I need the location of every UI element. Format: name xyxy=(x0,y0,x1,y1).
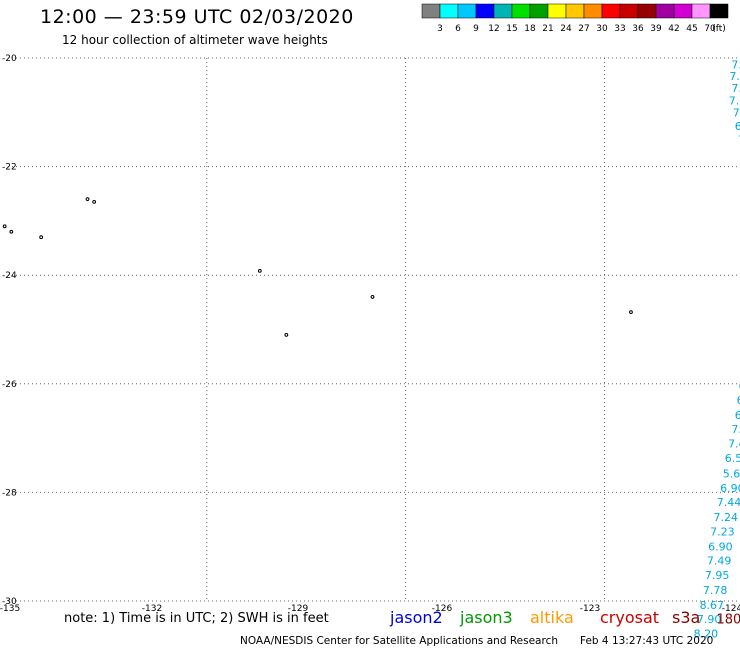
island-marker xyxy=(92,199,97,204)
wave-height-label: 7.22 xyxy=(731,59,740,72)
colorbar-label: 15 xyxy=(506,24,517,34)
colorbar-label: 9 xyxy=(473,24,479,34)
wave-height-label: 5.66 xyxy=(723,467,740,480)
colorbar-label: 36 xyxy=(632,24,644,34)
wave-height-label: 7.24 xyxy=(713,511,738,524)
colorbar-swatch xyxy=(709,3,729,19)
x-tick-label: -126 xyxy=(432,604,453,614)
satellite-name-cryosat: cryosat xyxy=(600,608,660,627)
chart-title: 12:00 — 23:59 UTC 02/03/2020 xyxy=(40,6,354,28)
colorbar-label: 70 xyxy=(704,24,716,34)
colorbar-label: 39 xyxy=(650,24,662,34)
island-marker xyxy=(39,235,44,240)
satellite-name-jason2: jason2 xyxy=(390,608,443,627)
colorbar-label: 21 xyxy=(542,24,553,34)
colorbar-label: 42 xyxy=(668,24,679,34)
wave-height-label: 7.90 xyxy=(697,613,722,626)
island-marker xyxy=(284,333,289,337)
wave-height-label: 6.90 xyxy=(720,482,740,495)
pass-time-label: 1801 xyxy=(716,612,740,627)
chart-subtitle: 12 hour collection of altimeter wave hei… xyxy=(62,33,328,47)
wave-height-label: 7.28 xyxy=(731,82,740,95)
y-tick-label: -22 xyxy=(2,163,17,173)
y-tick-label: -28 xyxy=(2,488,17,498)
colorbar-label: 33 xyxy=(614,24,625,34)
wave-height-label: 7.44 xyxy=(717,496,740,509)
colorbar-label: 18 xyxy=(524,24,536,34)
island-marker xyxy=(370,295,375,299)
x-tick-label: -123 xyxy=(580,604,600,614)
x-tick-label: -135 xyxy=(0,604,20,614)
colorbar-label: 27 xyxy=(578,24,589,34)
island-marker xyxy=(257,268,262,273)
y-tick-label: -20 xyxy=(2,54,17,64)
satellite-name-jason3: jason3 xyxy=(460,608,513,627)
wave-height-label: 7.21 xyxy=(729,70,740,83)
credit-line: NOAA/NESDIS Center for Satellite Applica… xyxy=(240,635,558,647)
wave-height-label: 7.78 xyxy=(703,584,728,597)
footnote: note: 1) Time is in UTC; 2) SWH is in fe… xyxy=(64,611,329,626)
island-marker xyxy=(85,197,90,202)
wave-height-label: 6.84 xyxy=(739,380,740,393)
wave-height-label: 6.98 xyxy=(735,120,740,133)
wave-height-label: 7.23 xyxy=(710,525,735,538)
wave-height-label: 7.02 xyxy=(729,94,740,107)
colorbar-label: 24 xyxy=(560,24,572,34)
colorbar-label: 12 xyxy=(488,24,499,34)
x-tick-label: -124 xyxy=(722,604,740,614)
colorbar-label: 30 xyxy=(596,24,608,34)
wave-height-label: 6.73 xyxy=(735,409,740,422)
colorbar-label: (ft) xyxy=(712,24,726,34)
wave-height-label: 7.43 xyxy=(728,438,740,451)
colorbar-label: 3 xyxy=(437,24,443,34)
wave-height-label: 7.49 xyxy=(707,554,732,567)
y-tick-label: -24 xyxy=(2,271,17,281)
wave-height-label: 7.06 xyxy=(731,423,740,436)
wave-height-label: 6.95 xyxy=(737,394,740,407)
colorbar-legend: 3 6 9 12 15 18 21 24 27 30 33 36 39 42 45 70(ft) xyxy=(421,3,729,34)
wave-height-label: 6.90 xyxy=(708,541,733,554)
island-marker xyxy=(2,224,7,229)
wave-height-label: 6.57 xyxy=(725,452,740,465)
wave-height-label: 7.22 xyxy=(733,106,740,119)
wave-height-label: 7.95 xyxy=(705,569,730,582)
colorbar-label: 45 xyxy=(686,24,697,34)
wave-height-label: 8.67 xyxy=(700,599,725,612)
wave-height-label: 7.08 xyxy=(738,133,740,146)
y-tick-label: -30 xyxy=(2,597,17,607)
wave-height-label: 8.20 xyxy=(694,628,719,641)
colorbar-label: 6 xyxy=(455,24,461,34)
generation-timestamp: Feb 4 13:27:43 UTC 2020 xyxy=(580,635,714,647)
island-marker xyxy=(9,229,14,234)
y-tick-label: -26 xyxy=(2,380,17,390)
x-tick-label: -132 xyxy=(142,604,162,614)
satellite-name-altika: altika xyxy=(530,608,574,627)
satellite-name-s3a: s3a xyxy=(672,608,701,627)
island-marker xyxy=(629,310,633,315)
x-tick-label: -129 xyxy=(288,604,309,614)
